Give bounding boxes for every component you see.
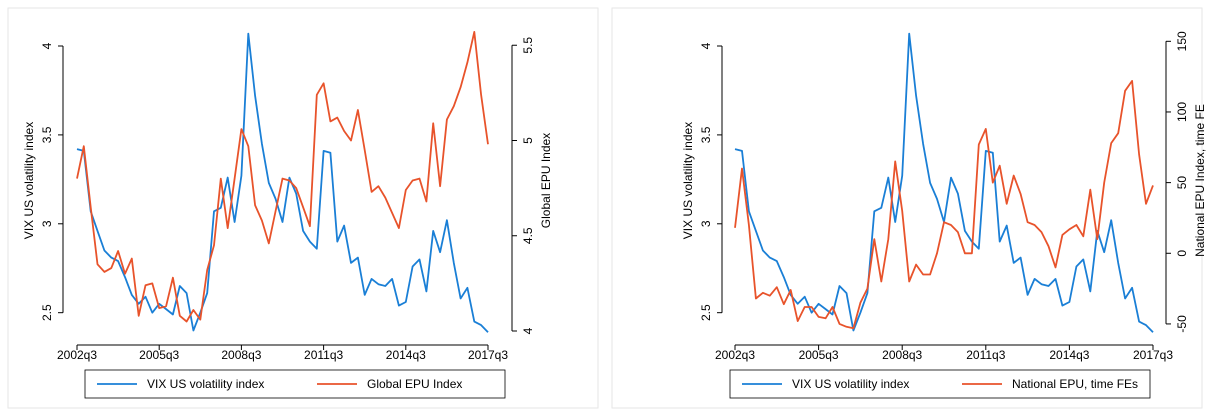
legend-label: VIX US volatility index [792, 377, 909, 391]
y-tick-label: 3.5 [699, 126, 713, 143]
legend-label: Global EPU Index [367, 377, 462, 391]
x-tick-label: 2011q3 [966, 348, 1005, 362]
x-tick-label: 2017q3 [468, 348, 508, 362]
y2-tick-label: 50 [1175, 176, 1189, 190]
y2-axis-title: National EPU Index, time FE [1193, 104, 1207, 257]
x-tick-label: 2005q3 [139, 348, 179, 362]
x-tick-label: 2014q3 [1049, 348, 1089, 362]
x-tick-label: 2008q3 [882, 348, 922, 362]
y2-axis-title: Global EPU Index [539, 133, 553, 228]
y2-tick-label: -50 [1175, 315, 1189, 333]
y-tick-label: 4 [40, 42, 54, 49]
y-tick-label: 4 [699, 42, 713, 49]
legend-label: National EPU, time FEs [1012, 377, 1138, 391]
x-tick-label: 2008q3 [221, 348, 261, 362]
y2-tick-label: 4 [521, 327, 535, 334]
series-line [734, 80, 1154, 330]
y2-tick-label: 4.5 [521, 227, 535, 244]
legend-label: VIX US volatility index [147, 377, 264, 391]
y2-tick-label: 5 [521, 137, 535, 144]
x-tick-label: 2014q3 [386, 348, 426, 362]
y-tick-label: 3 [40, 220, 54, 227]
y-axis-title: VIX US volatility index [22, 122, 36, 239]
y2-tick-label: 5.5 [521, 37, 535, 54]
x-tick-label: 2002q3 [57, 348, 97, 362]
series-line [76, 31, 489, 323]
y2-tick-label: 100 [1175, 102, 1189, 122]
series-line [76, 32, 489, 333]
y-tick-label: 3.5 [40, 126, 54, 143]
y2-tick-label: 150 [1175, 31, 1189, 51]
y2-tick-label: 0 [1175, 250, 1189, 257]
legend-box [729, 369, 1151, 399]
x-tick-label: 2002q3 [715, 348, 755, 362]
y-tick-label: 2.5 [699, 304, 713, 321]
y-tick-label: 3 [699, 220, 713, 227]
legend-box [84, 369, 506, 399]
x-tick-label: 2017q3 [1133, 348, 1173, 362]
x-tick-label: 2011q3 [304, 348, 343, 362]
y-axis-title: VIX US volatility index [681, 122, 695, 239]
x-tick-label: 2005q3 [799, 348, 839, 362]
y-tick-label: 2.5 [40, 304, 54, 321]
